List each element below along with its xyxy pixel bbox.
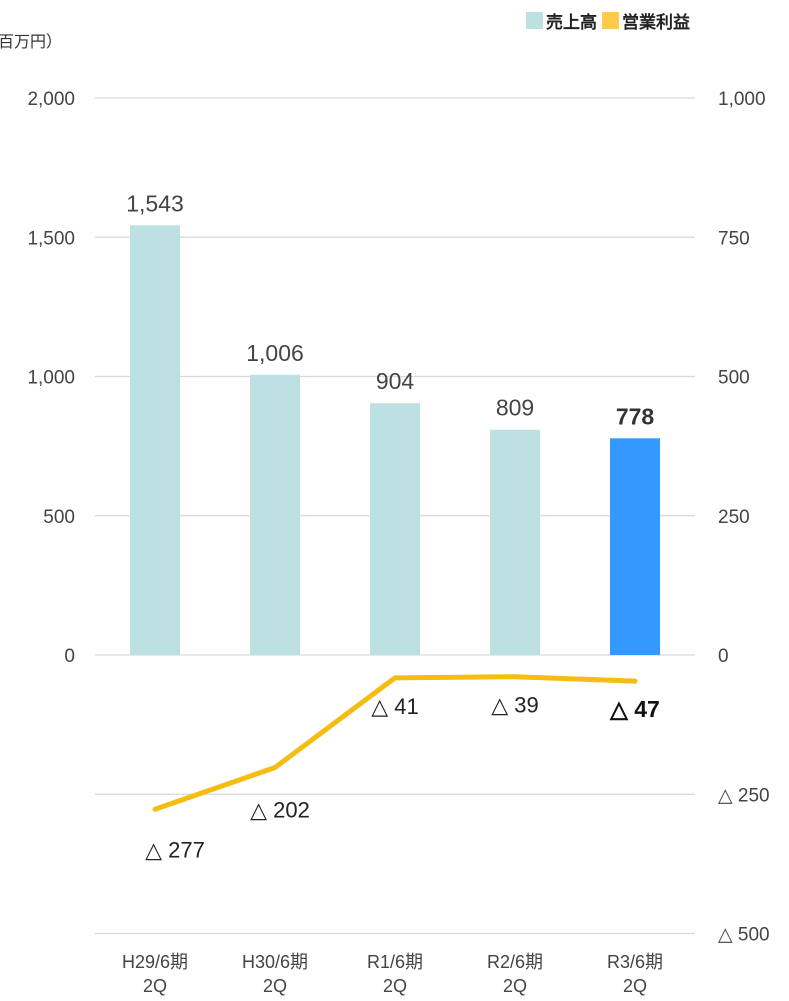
bar xyxy=(250,374,300,655)
legend: 売上高 営業利益 xyxy=(526,8,695,33)
category-label-line2: 2Q xyxy=(262,976,287,996)
right-axis-tick-label: 500 xyxy=(718,368,750,389)
left-axis-tick-label: 500 xyxy=(43,507,75,528)
line-value-label: △ 202 xyxy=(250,798,310,823)
category-label: H29/6期 2Q xyxy=(95,950,215,998)
right-axis-tick-label: 250 xyxy=(718,507,750,528)
category-label-line1: H30/6期 xyxy=(241,952,309,972)
legend-label-operating-profit: 営業利益 xyxy=(622,13,690,33)
line-value-label: △ 39 xyxy=(491,693,539,718)
legend-swatch-operating-profit xyxy=(602,12,619,29)
category-label-line1: R1/6期 xyxy=(366,952,424,972)
category-label-line2: 2Q xyxy=(382,976,407,996)
line-value-label: △ 277 xyxy=(145,837,205,862)
legend-swatch-sales xyxy=(526,12,543,29)
legend-label-sales: 売上高 xyxy=(546,13,597,33)
category-label-line1: R2/6期 xyxy=(486,952,544,972)
legend-item-sales: 売上高 xyxy=(526,8,597,33)
bar-value-label: 1,006 xyxy=(246,340,304,366)
legend-item-operating-profit: 営業利益 xyxy=(602,8,690,33)
bar-value-label: 809 xyxy=(496,395,534,421)
left-axis-tick-label: 1,500 xyxy=(27,228,75,249)
category-label-line2: 2Q xyxy=(502,976,527,996)
line-value-label: △ 41 xyxy=(371,694,419,719)
category-label-line1: H29/6期 xyxy=(121,952,189,972)
line-value-label: △ 47 xyxy=(609,696,660,722)
category-label-line1: R3/6期 xyxy=(606,952,664,972)
right-axis-tick-label: 0 xyxy=(718,646,729,667)
bar xyxy=(130,225,180,655)
category-label: H30/6期 2Q xyxy=(215,950,335,998)
category-label-line2: 2Q xyxy=(622,976,647,996)
bar-value-label: 904 xyxy=(376,368,415,394)
unit-label: 百万円） xyxy=(0,32,63,51)
bar-value-label: 778 xyxy=(616,403,655,429)
category-label-line2: 2Q xyxy=(142,976,167,996)
right-axis-tick-label: 1,000 xyxy=(718,89,766,110)
bar xyxy=(610,438,660,655)
right-axis-tick-label: 750 xyxy=(718,228,750,249)
category-label: R1/6期 2Q xyxy=(335,950,455,998)
left-axis-tick-label: 0 xyxy=(64,646,75,667)
bar-value-label: 1,543 xyxy=(126,190,184,216)
left-axis-tick-label: 2,000 xyxy=(27,89,75,110)
line-series-path xyxy=(152,674,638,812)
bar xyxy=(490,429,540,655)
right-axis-tick-label: △ 250 xyxy=(718,785,770,806)
right-axis-tick-label: △ 500 xyxy=(718,925,770,946)
left-axis-tick-label: 1,000 xyxy=(27,368,75,389)
bar xyxy=(370,403,420,655)
category-label: R3/6期 2Q xyxy=(575,950,695,998)
category-label: R2/6期 2Q xyxy=(455,950,575,998)
